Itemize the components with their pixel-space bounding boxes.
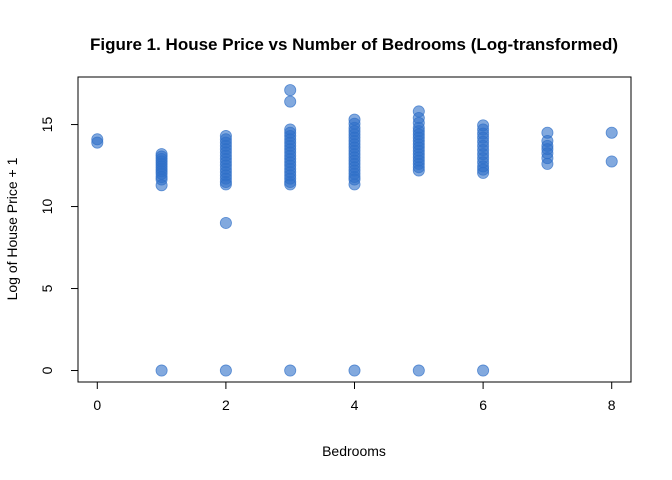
chart-title: Figure 1. House Price vs Number of Bedro…	[90, 35, 618, 54]
y-tick-label: 10	[39, 199, 55, 215]
data-point	[412, 364, 425, 377]
x-axis: 0 2 4 6 8	[93, 381, 616, 413]
y-tick-label: 5	[39, 284, 55, 292]
y-axis: 0 5 10 15	[39, 117, 79, 374]
data-point	[284, 364, 297, 377]
data-point	[219, 364, 232, 377]
y-tick-label: 0	[39, 366, 55, 374]
data-point	[284, 95, 297, 108]
x-axis-label: Bedrooms	[322, 443, 386, 459]
data-point	[348, 178, 361, 191]
data-point	[605, 126, 618, 139]
data-points	[91, 84, 618, 377]
data-point	[219, 178, 232, 191]
data-point	[541, 157, 554, 170]
y-axis-label: Log of House Price + 1	[4, 157, 20, 300]
x-tick-label: 4	[351, 397, 359, 413]
data-point	[155, 364, 168, 377]
data-point	[155, 179, 168, 192]
data-point	[477, 364, 490, 377]
data-point	[219, 216, 232, 229]
data-point	[412, 164, 425, 177]
data-point	[477, 166, 490, 179]
y-tick-label: 15	[39, 117, 55, 133]
x-tick-label: 6	[479, 397, 487, 413]
data-point	[284, 84, 297, 97]
data-point	[91, 136, 104, 149]
data-point	[605, 155, 618, 168]
x-tick-label: 8	[608, 397, 616, 413]
data-point	[348, 364, 361, 377]
x-tick-label: 0	[93, 397, 101, 413]
data-point	[284, 178, 297, 191]
x-tick-label: 2	[222, 397, 230, 413]
